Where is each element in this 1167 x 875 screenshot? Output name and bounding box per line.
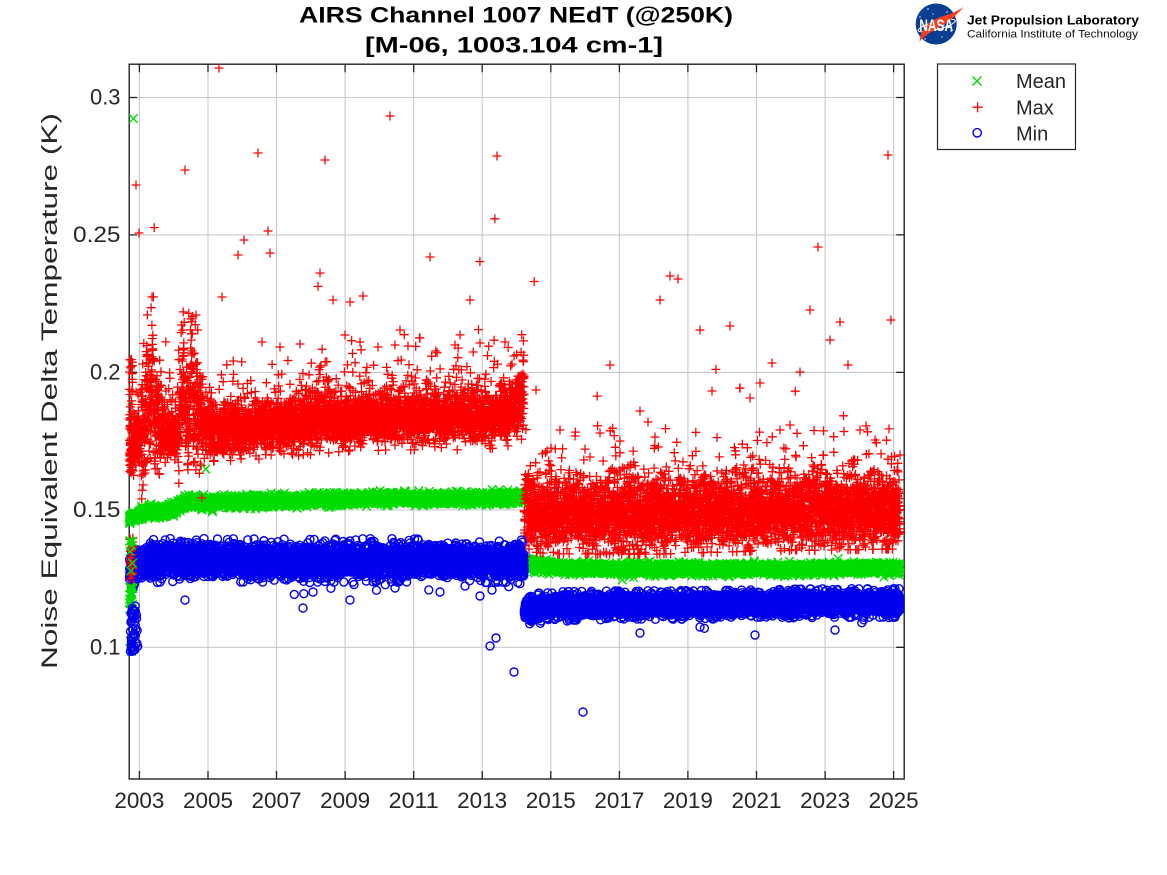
svg-text:0.25: 0.25 <box>73 222 121 247</box>
svg-text:2005: 2005 <box>183 788 233 813</box>
svg-text:2015: 2015 <box>526 788 576 813</box>
svg-text:2007: 2007 <box>252 788 302 813</box>
svg-text:Jet Propulsion Laboratory: Jet Propulsion Laboratory <box>967 13 1140 28</box>
svg-text:2011: 2011 <box>389 788 439 813</box>
svg-text:AIRS Channel 1007 NEdT (@250K): AIRS Channel 1007 NEdT (@250K) <box>299 3 733 28</box>
svg-text:[M-06, 1003.104 cm-1]: [M-06, 1003.104 cm-1] <box>365 33 663 58</box>
svg-text:Noise Equivalent Delta Tempera: Noise Equivalent Delta Temperature (K) <box>37 113 62 669</box>
svg-text:2025: 2025 <box>869 788 919 813</box>
svg-text:0.3: 0.3 <box>90 85 121 110</box>
svg-text:0.15: 0.15 <box>73 497 121 522</box>
svg-text:Mean: Mean <box>1016 71 1066 93</box>
svg-text:NASA: NASA <box>919 17 953 35</box>
svg-text:2017: 2017 <box>594 788 644 813</box>
svg-text:0.2: 0.2 <box>90 360 121 385</box>
svg-text:2021: 2021 <box>732 788 782 813</box>
svg-text:Max: Max <box>1016 98 1054 120</box>
svg-text:Min: Min <box>1016 124 1048 146</box>
svg-text:2023: 2023 <box>800 788 850 813</box>
svg-text:2019: 2019 <box>663 788 713 813</box>
svg-text:2009: 2009 <box>320 788 370 813</box>
svg-text:California Institute of Techno: California Institute of Technology <box>967 28 1138 40</box>
svg-text:0.1: 0.1 <box>90 635 121 660</box>
svg-text:2013: 2013 <box>457 788 507 813</box>
svg-text:2003: 2003 <box>114 788 164 813</box>
